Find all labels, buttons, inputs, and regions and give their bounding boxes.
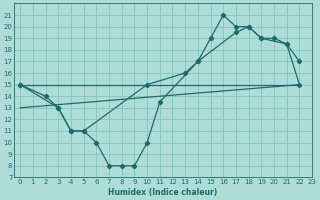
X-axis label: Humidex (Indice chaleur): Humidex (Indice chaleur): [108, 188, 218, 197]
